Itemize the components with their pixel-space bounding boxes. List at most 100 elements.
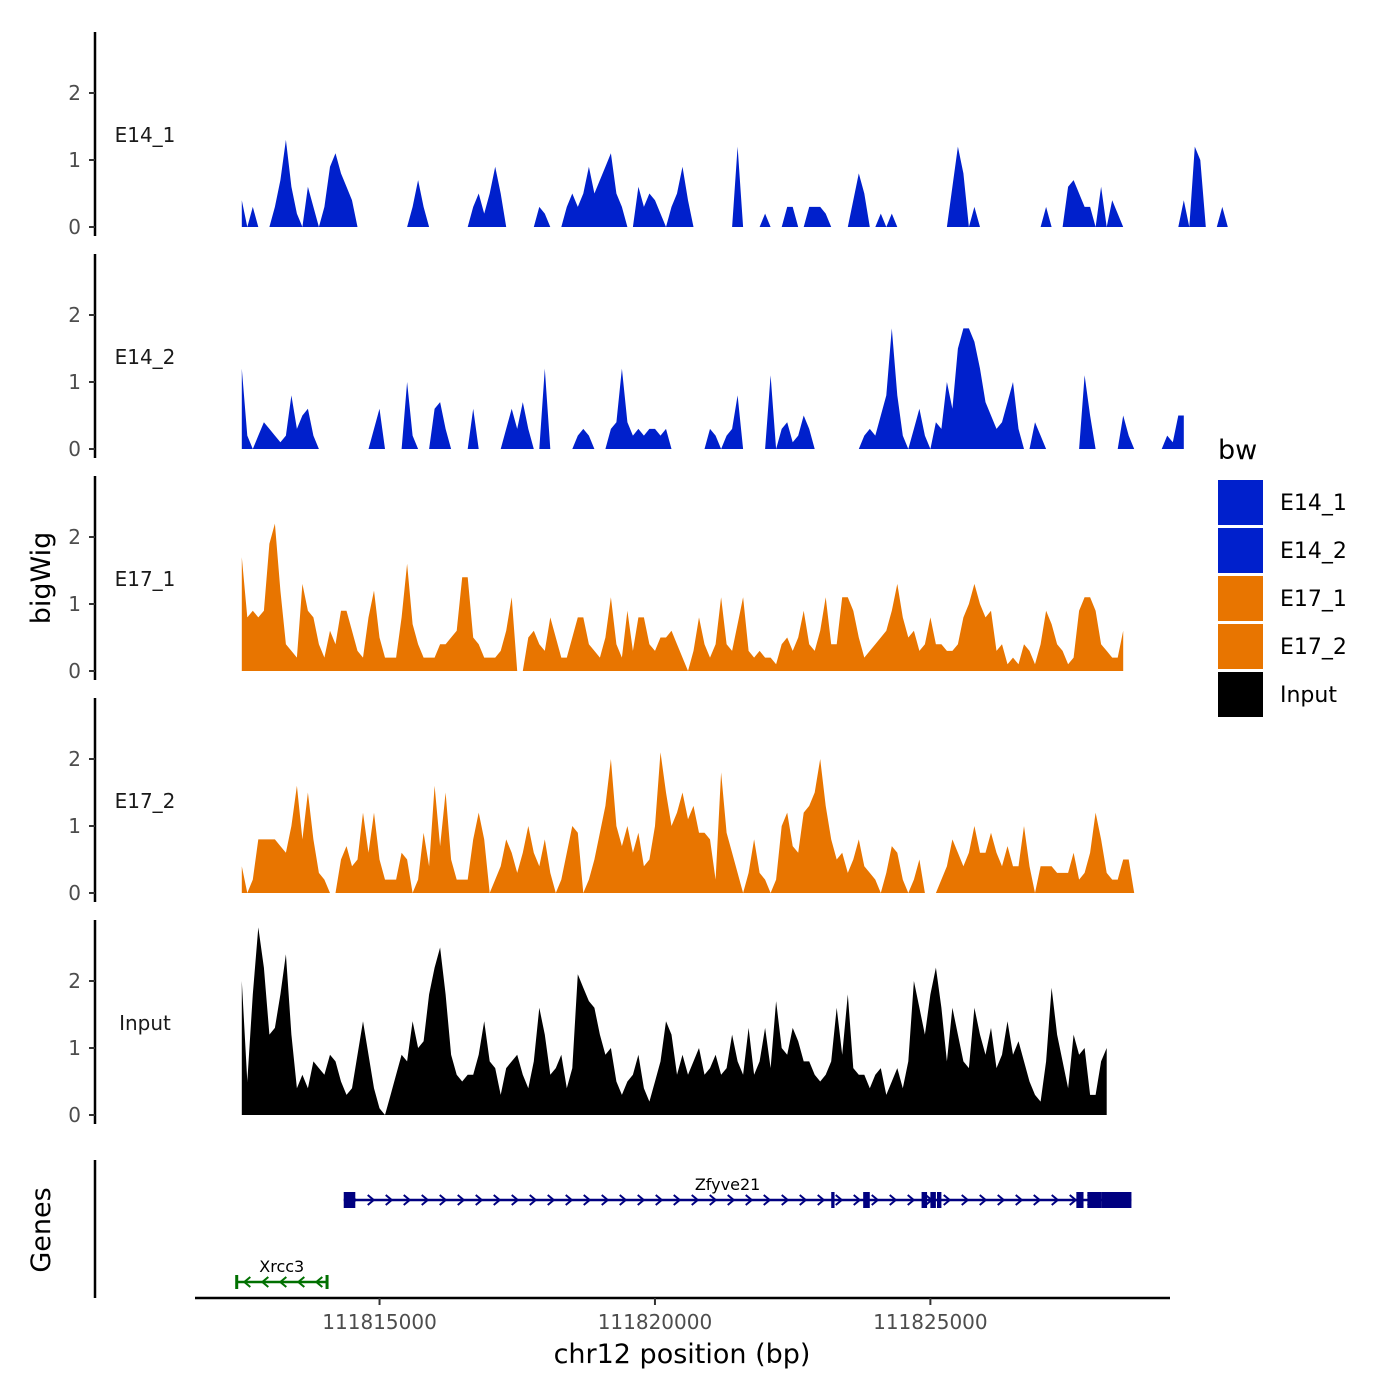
y-tick-label: 1 — [68, 592, 81, 616]
strand-arrow — [979, 1194, 988, 1206]
track-label: E14_2 — [115, 345, 176, 369]
strand-arrow — [817, 1194, 826, 1206]
x-axis: 111815000 111820000 111825000 — [195, 1296, 1170, 1334]
y-tick-label: 2 — [68, 969, 81, 993]
strand-arrow — [745, 1194, 754, 1206]
coverage-area-E17_1 — [241, 523, 1124, 671]
strand-arrow — [799, 1194, 808, 1206]
coverage-area-Input — [241, 927, 1107, 1115]
legend-swatch-E17_1 — [1218, 576, 1263, 621]
strand-arrow — [943, 1194, 952, 1206]
legend-swatch-E14_1 — [1218, 480, 1263, 525]
strand-arrow — [1069, 1194, 1078, 1206]
legend-swatch-Input — [1218, 672, 1263, 717]
strand-arrow — [871, 1194, 880, 1206]
track-E17_1: 0 1 2 E17_1 — [68, 476, 1124, 683]
strand-arrow — [260, 1276, 269, 1288]
gene-Zfyve21: Zfyve21 — [343, 1175, 1132, 1208]
exon — [325, 1275, 329, 1289]
strand-arrow — [1015, 1194, 1024, 1206]
legend-label-E17_1: E17_1 — [1280, 587, 1347, 612]
y-tick-label: 0 — [68, 881, 81, 905]
strand-arrow — [547, 1194, 556, 1206]
exon — [930, 1192, 936, 1208]
legend-swatch-E17_2 — [1218, 624, 1263, 669]
y-tick-label: 2 — [68, 525, 81, 549]
strand-arrow — [781, 1194, 790, 1206]
exon — [921, 1192, 928, 1208]
strand-arrow — [385, 1194, 394, 1206]
legend-label-E17_2: E17_2 — [1280, 635, 1347, 660]
strand-arrow — [529, 1194, 538, 1206]
legend: bw E14_1 E14_2 E17_1 E17_2 Input — [1218, 435, 1347, 717]
gene-Xrcc3: Xrcc3 — [235, 1257, 329, 1289]
coverage-area-E14_1 — [241, 139, 1228, 227]
track-label: E17_2 — [115, 789, 176, 813]
legend-label-Input: Input — [1280, 683, 1337, 708]
x-axis-title: chr12 position (bp) — [554, 1339, 811, 1370]
y-tick-label: 1 — [68, 1036, 81, 1060]
strand-arrow — [403, 1194, 412, 1206]
genes-axis-title: Genes — [26, 1187, 57, 1272]
track-E14_2: 0 1 2 E14_2 — [68, 254, 1184, 461]
track-label: E17_1 — [115, 567, 176, 591]
gene-label: Zfyve21 — [695, 1175, 760, 1194]
strand-arrow — [709, 1194, 718, 1206]
exon — [936, 1192, 942, 1208]
exon — [863, 1192, 870, 1208]
legend-title: bw — [1218, 435, 1257, 466]
y-tick-label: 2 — [68, 747, 81, 771]
track-E14_1: 0 1 2 E14_1 — [68, 32, 1228, 239]
y-tick-label: 1 — [68, 148, 81, 172]
exon — [1076, 1192, 1084, 1208]
strand-arrow — [421, 1194, 430, 1206]
strand-arrow — [278, 1276, 287, 1288]
strand-arrow — [439, 1194, 448, 1206]
y-tick-label: 0 — [68, 437, 81, 461]
strand-arrow — [511, 1194, 520, 1206]
y-tick-label: 1 — [68, 814, 81, 838]
exon — [343, 1192, 356, 1208]
legend-label-E14_1: E14_1 — [1280, 491, 1347, 516]
strand-arrow — [1051, 1194, 1060, 1206]
track-label: Input — [119, 1011, 171, 1035]
strand-arrow — [314, 1276, 323, 1288]
strand-arrow — [475, 1194, 484, 1206]
y-axis-title: bigWig — [26, 532, 57, 625]
strand-arrow — [907, 1194, 916, 1206]
strand-arrow — [1033, 1194, 1042, 1206]
x-tick-label: 111825000 — [873, 1310, 988, 1334]
strand-arrow — [367, 1194, 376, 1206]
exon — [235, 1275, 239, 1289]
gene-label: Xrcc3 — [259, 1257, 304, 1276]
track-Input: 0 1 2 Input — [68, 920, 1107, 1127]
strand-arrow — [655, 1194, 664, 1206]
track-E17_2: 0 1 2 E17_2 — [68, 698, 1135, 905]
strand-arrow — [835, 1194, 844, 1206]
exon — [1087, 1192, 1102, 1208]
strand-arrow — [727, 1194, 736, 1206]
strand-arrow — [691, 1194, 700, 1206]
exon — [1101, 1192, 1132, 1208]
exon — [831, 1192, 835, 1208]
y-tick-label: 1 — [68, 370, 81, 394]
y-tick-label: 2 — [68, 81, 81, 105]
bigwig-tracks: 0 1 2 E14_1 0 1 2 E14_2 0 1 2 E17_1 0 1 2 E17_2 0 1 2 Input — [68, 32, 1228, 1127]
y-tick-label: 0 — [68, 659, 81, 683]
strand-arrow — [853, 1194, 862, 1206]
strand-arrow — [889, 1194, 898, 1206]
x-tick-label: 111815000 — [322, 1310, 437, 1334]
y-tick-label: 0 — [68, 215, 81, 239]
legend-label-E14_2: E14_2 — [1280, 539, 1347, 564]
strand-arrow — [242, 1276, 251, 1288]
strand-arrow — [583, 1194, 592, 1206]
strand-arrow — [493, 1194, 502, 1206]
strand-arrow — [637, 1194, 646, 1206]
y-tick-label: 0 — [68, 1103, 81, 1127]
legend-swatch-E14_2 — [1218, 528, 1263, 573]
strand-arrow — [457, 1194, 466, 1206]
track-label: E14_1 — [115, 123, 176, 147]
strand-arrow — [296, 1276, 305, 1288]
y-tick-label: 2 — [68, 303, 81, 327]
